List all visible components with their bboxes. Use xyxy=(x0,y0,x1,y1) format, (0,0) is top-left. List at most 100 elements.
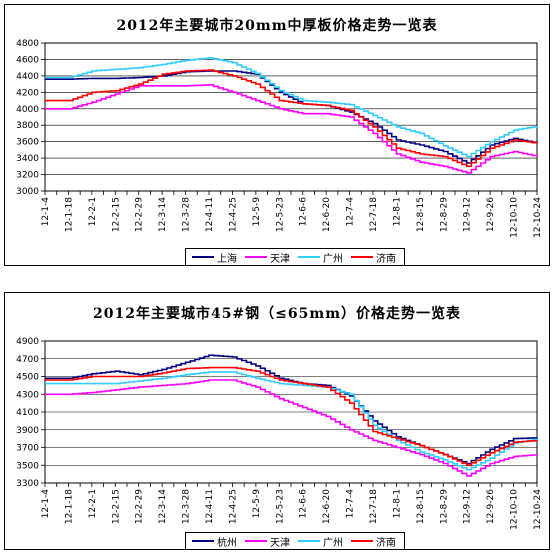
x-tick-label: 12-7-18 xyxy=(369,489,379,524)
chart-legend: 杭州 天津 广州 济南 xyxy=(185,532,405,550)
series-line-1 xyxy=(45,379,538,477)
legend-swatch xyxy=(245,256,267,258)
x-tick-label: 12-1-18 xyxy=(64,489,74,524)
legend-label: 上海 xyxy=(217,253,237,265)
legend-item: 天津 xyxy=(245,534,290,549)
series-line-1 xyxy=(45,84,538,174)
x-tick-label: 12-3-14 xyxy=(158,489,168,524)
x-tick-label: 12-2-29 xyxy=(135,197,145,232)
y-tick-label: 4100 xyxy=(16,408,39,418)
y-tick-label: 3500 xyxy=(16,461,39,471)
y-tick-label: 3000 xyxy=(16,187,39,197)
legend-swatch xyxy=(351,540,373,542)
x-tick-label: 12-2-15 xyxy=(111,489,121,524)
x-tick-label: 12-9-26 xyxy=(486,197,496,232)
x-tick-label: 12-6-6 xyxy=(299,489,309,519)
x-tick-label: 12-4-25 xyxy=(228,489,238,524)
x-tick-label: 12-1-18 xyxy=(64,197,74,232)
plot-area xyxy=(44,42,538,192)
x-tick-label: 12-6-20 xyxy=(322,197,332,232)
chart-panel-steel45: 2012年主要城市45#钢（≤65mm）价格走势一览表 3300 3500 3700… xyxy=(4,292,550,550)
y-tick-label: 3600 xyxy=(16,138,39,148)
legend-item: 上海 xyxy=(192,250,237,265)
y-tick-label: 3200 xyxy=(16,171,39,181)
x-tick-label: 12-6-20 xyxy=(322,489,332,524)
x-tick-label: 12-5-9 xyxy=(252,489,262,519)
legend-swatch xyxy=(298,540,320,542)
legend-swatch xyxy=(351,256,373,258)
y-tick-label: 3700 xyxy=(16,444,39,454)
y-tick-label: 4000 xyxy=(16,105,39,115)
x-tick-label: 12-1-4 xyxy=(41,197,51,227)
x-tick-label: 12-3-14 xyxy=(158,197,168,232)
x-tick-label: 12-3-28 xyxy=(182,197,192,232)
x-tick-label: 12-8-29 xyxy=(439,489,449,524)
legend-label: 天津 xyxy=(270,537,290,549)
x-tick-label: 12-5-23 xyxy=(275,489,285,524)
series-line-3 xyxy=(45,69,538,168)
x-tick-label: 12-9-26 xyxy=(486,489,496,524)
legend-item: 广州 xyxy=(298,250,343,265)
y-tick-label: 3800 xyxy=(16,121,39,131)
x-tick-label: 12-10-24 xyxy=(533,489,543,530)
x-tick-label: 12-4-11 xyxy=(205,197,215,232)
legend-item: 广州 xyxy=(298,534,343,549)
x-tick-label: 12-9-12 xyxy=(463,197,473,232)
x-tick-label: 12-8-1 xyxy=(392,489,402,518)
y-tick-label: 4300 xyxy=(16,390,39,400)
x-tick-label: 12-5-9 xyxy=(252,197,262,227)
chart-title: 2012年主要城市20mm中厚板价格走势一览表 xyxy=(116,18,438,34)
x-tick-label: 12-4-11 xyxy=(205,489,215,524)
series-line-2 xyxy=(45,57,538,158)
x-tick-label: 12-7-18 xyxy=(369,197,379,232)
legend-swatch xyxy=(245,540,267,542)
legend-label: 广州 xyxy=(323,253,343,265)
y-tick-label: 4400 xyxy=(16,72,39,82)
legend-label: 天津 xyxy=(270,253,290,265)
legend-item: 济南 xyxy=(351,534,396,549)
chart-legend: 上海 天津 广州 济南 xyxy=(185,248,405,266)
y-tick-label: 4800 xyxy=(16,39,39,49)
legend-label: 济南 xyxy=(376,537,396,549)
y-tick-label: 4900 xyxy=(16,337,39,347)
y-tick-label: 4700 xyxy=(16,355,39,365)
x-tick-label: 12-10-10 xyxy=(510,489,520,530)
x-tick-label: 12-2-29 xyxy=(135,489,145,524)
y-tick-label: 3400 xyxy=(16,154,39,164)
legend-label: 杭州 xyxy=(217,537,237,549)
y-tick-label: 4600 xyxy=(16,55,39,65)
legend-item: 杭州 xyxy=(192,534,237,549)
x-tick-label: 12-10-10 xyxy=(510,197,520,238)
y-tick-label: 4500 xyxy=(16,373,39,383)
x-tick-label: 12-8-29 xyxy=(439,197,449,232)
legend-swatch xyxy=(192,540,214,542)
legend-label: 广州 xyxy=(323,537,343,549)
x-tick-label: 12-6-6 xyxy=(299,197,309,227)
plate-price-chart: 3000 3200 3400 3600 3800 4000 4200 4400 4600 4800… xyxy=(16,39,543,238)
y-tick-label: 3900 xyxy=(16,426,39,436)
x-tick-label: 12-2-1 xyxy=(88,197,98,226)
legend-label: 济南 xyxy=(376,253,396,265)
x-tick-label: 12-8-1 xyxy=(392,197,402,226)
chart-title: 2012年主要城市45#钢（≤65mm）价格走势一览表 xyxy=(92,306,462,322)
y-tick-label: 3300 xyxy=(16,479,39,489)
series-line-3 xyxy=(45,366,538,467)
x-tick-label: 12-7-4 xyxy=(346,197,356,227)
x-tick-label: 12-8-15 xyxy=(416,197,426,232)
x-tick-label: 12-7-4 xyxy=(346,489,356,519)
x-tick-label: 12-8-15 xyxy=(416,489,426,524)
x-tick-label: 12-1-4 xyxy=(41,489,51,519)
x-tick-label: 12-2-15 xyxy=(111,197,121,232)
legend-swatch xyxy=(298,256,320,258)
legend-item: 天津 xyxy=(245,250,290,265)
x-tick-label: 12-5-23 xyxy=(275,197,285,232)
y-tick-label: 4200 xyxy=(16,88,39,98)
x-tick-label: 12-3-28 xyxy=(182,489,192,524)
x-tick-label: 12-4-25 xyxy=(228,197,238,232)
x-tick-label: 12-2-1 xyxy=(88,489,98,518)
x-tick-label: 12-10-24 xyxy=(533,197,543,238)
steel45-price-chart: 3300 3500 3700 3900 4100 4300 4500 4700 4900 12-1… xyxy=(16,337,543,530)
legend-item: 济南 xyxy=(351,250,396,265)
chart-panel-plate: 2012年主要城市20mm中厚板价格走势一览表 3000 3200 3400 3600… xyxy=(4,4,550,266)
x-tick-label: 12-9-12 xyxy=(463,489,473,524)
